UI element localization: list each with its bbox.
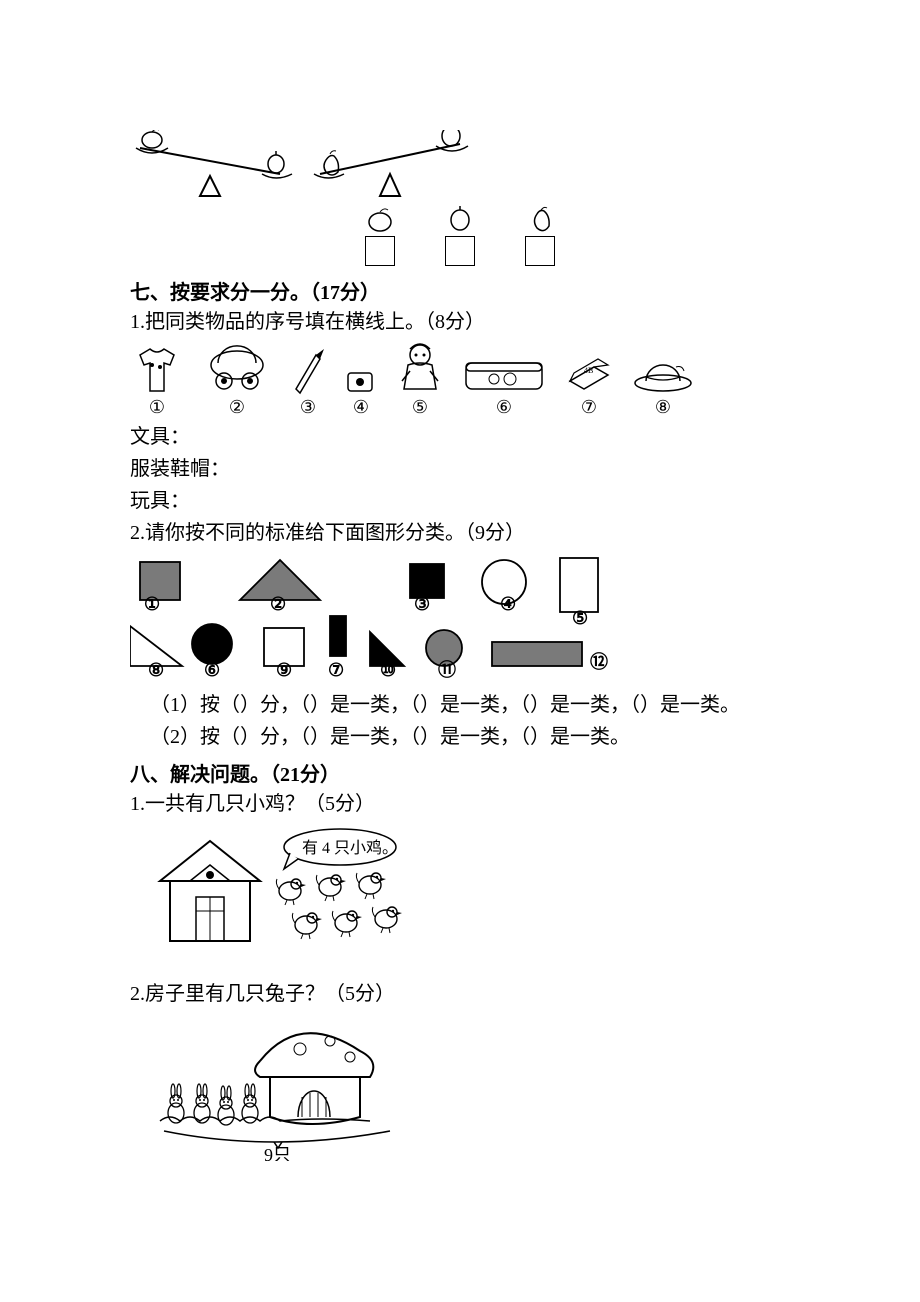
svg-text:①: ① (144, 594, 160, 614)
pear-icon (525, 206, 555, 232)
tshirt-icon (130, 345, 184, 397)
q7-2-line1: （1）按（）分，（）是一类，（）是一类，（）是一类，（）是一类。 (130, 690, 790, 720)
item-num: ⑧ (655, 397, 671, 418)
svg-text:⑧: ⑧ (148, 660, 164, 680)
seesaw-figure (130, 130, 790, 200)
svg-text:②: ② (270, 594, 286, 614)
q7-1-items: ① ② ③ ④ (130, 341, 790, 418)
answer-box[interactable] (525, 236, 555, 266)
q8-2-figure: 9只 (130, 1011, 790, 1161)
svg-text:⑩: ⑩ (380, 660, 396, 680)
svg-text:⑤: ⑤ (572, 608, 588, 628)
item-num: ① (149, 397, 165, 418)
svg-text:⑪: ⑪ (438, 659, 456, 680)
q8-2-prompt: 2.房子里有几只兔子？（5分） (130, 979, 790, 1009)
item-num: ⑤ (412, 397, 428, 418)
item-num: ⑥ (496, 397, 512, 418)
svg-text:⑨: ⑨ (276, 660, 292, 680)
svg-text:⑥: ⑥ (204, 660, 220, 680)
svg-text:⑦: ⑦ (328, 660, 344, 680)
section-8-title: 八、解决问题。（21分） (130, 758, 790, 787)
item-num: ④ (353, 397, 369, 418)
answer-box[interactable] (365, 236, 395, 266)
peach-icon (365, 206, 395, 232)
item-num: ③ (300, 397, 316, 418)
item-num: ⑦ (581, 397, 597, 418)
q7-1-prompt: 1.把同类物品的序号填在横线上。（8分） (130, 307, 790, 337)
fruit-answer-boxes (130, 206, 790, 266)
bubble-text: 有 4 只小鸡。 (302, 839, 398, 857)
apple-icon (445, 206, 475, 232)
sharpener-icon (344, 345, 378, 397)
eraser-icon: 4B (564, 345, 614, 397)
q7-1-cat3: 玩具： (130, 486, 790, 516)
q7-2-line2: （2）按（）分，（）是一类，（）是一类，（）是一类。 (130, 722, 790, 752)
svg-text:③: ③ (414, 594, 430, 614)
q8-1-prompt: 1.一共有几只小鸡？（5分） (130, 789, 790, 819)
pencil-icon (290, 345, 326, 397)
q7-1-cat1: 文具： (130, 422, 790, 452)
answer-box[interactable] (445, 236, 475, 266)
doll-icon (396, 341, 444, 397)
q7-2-shapes: ① ② ③ ④ ⑤ ⑥ ⑦ ⑧ ⑨ ⑩ ⑪ ⑫ (130, 554, 650, 684)
svg-text:⑫: ⑫ (590, 651, 608, 672)
q8-1-figure: 有 4 只小鸡。 (130, 821, 790, 961)
q7-1-cat2: 服装鞋帽： (130, 454, 790, 484)
total-label: 9只 (264, 1145, 291, 1161)
q7-2-prompt: 2.请你按不同的标准给下面图形分类。（9分） (130, 518, 790, 548)
toy-car-icon (202, 345, 272, 397)
svg-text:④: ④ (500, 594, 516, 614)
item-num: ② (229, 397, 245, 418)
section-7-title: 七、按要求分一分。（17分） (130, 276, 790, 305)
svg-text:4B: 4B (584, 366, 593, 375)
pencil-case-icon (462, 345, 546, 397)
hat-icon (632, 345, 694, 397)
